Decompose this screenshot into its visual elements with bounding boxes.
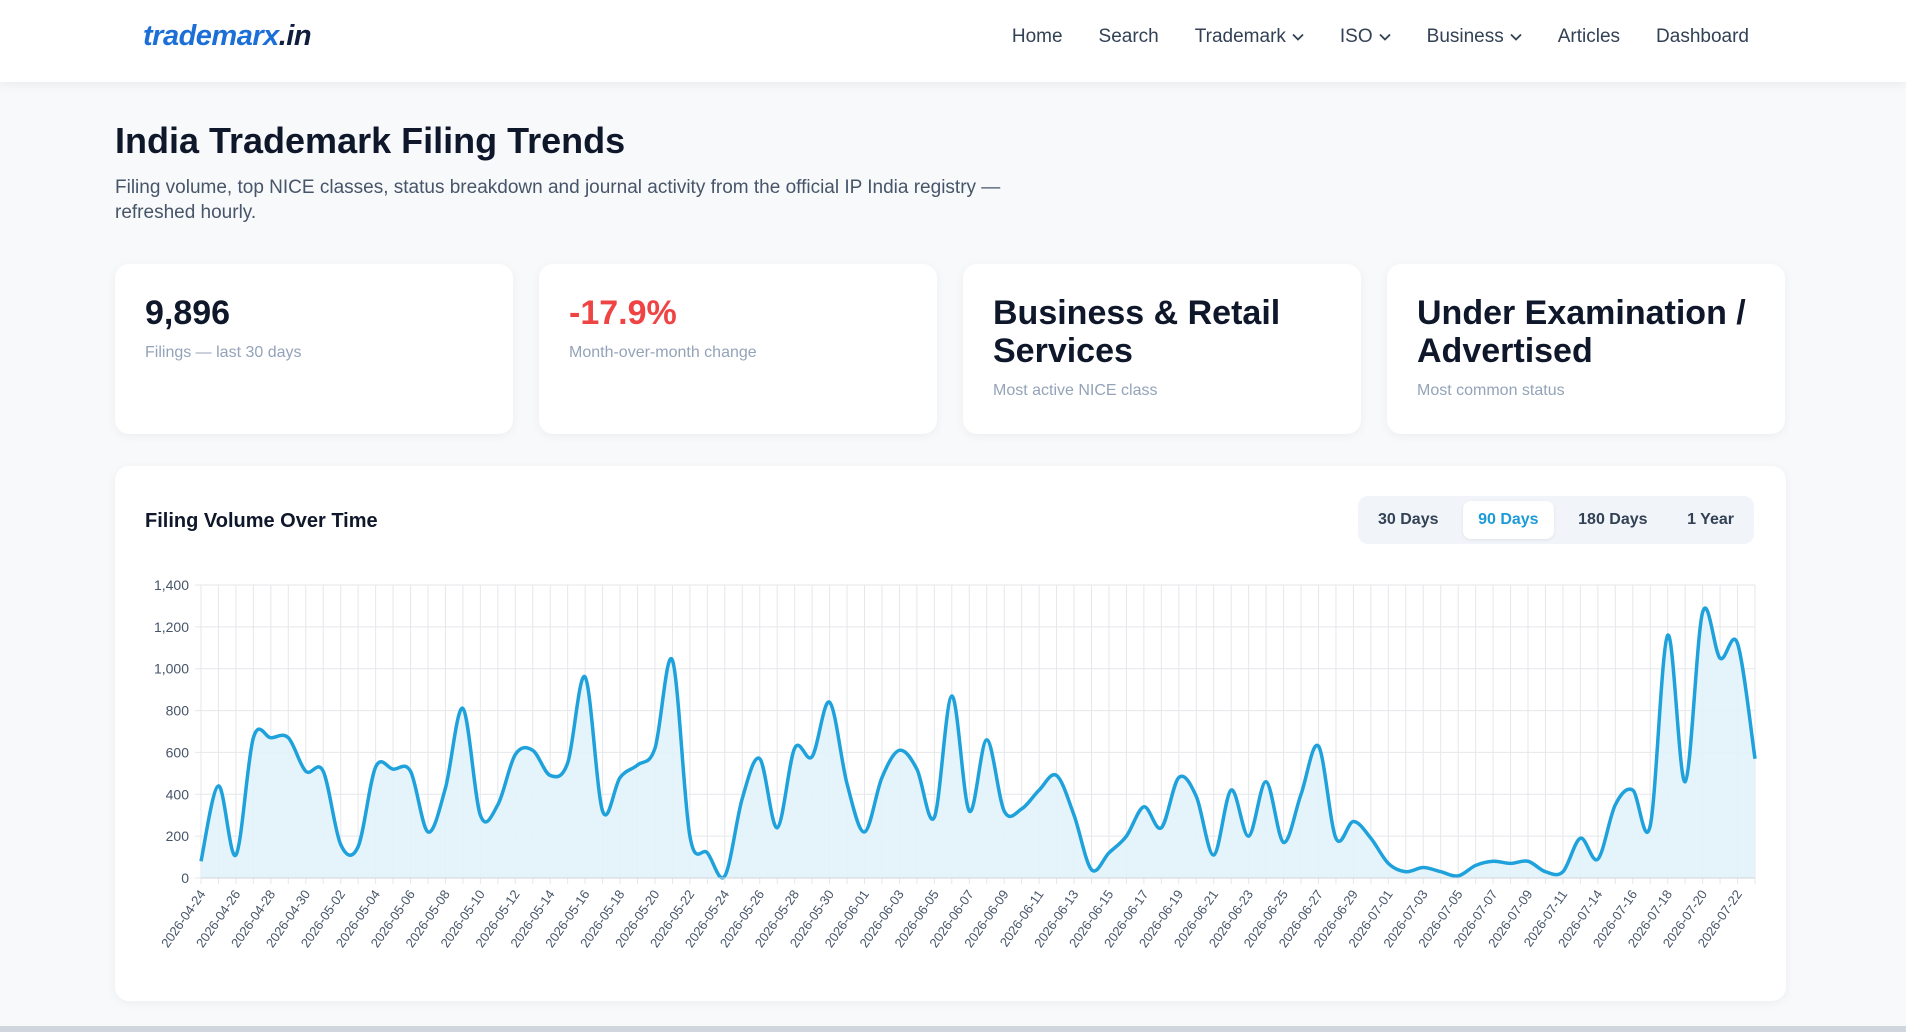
y-tick-label: 200 <box>166 828 190 844</box>
nav-search[interactable]: Search <box>1099 26 1159 48</box>
nav-articles[interactable]: Articles <box>1558 26 1620 48</box>
brand-name: trademarx <box>143 20 279 52</box>
nav-trademark[interactable]: Trademark <box>1195 26 1304 48</box>
brand-logo[interactable]: trademarx.in <box>143 20 312 53</box>
y-tick-label: 1,400 <box>154 577 189 593</box>
brand-domain: .in <box>278 20 312 52</box>
stat-value: Business & Retail Services <box>993 294 1281 370</box>
nav-iso-label: ISO <box>1339 26 1373 47</box>
nav-business-label: Business <box>1426 26 1504 47</box>
main-nav: Home Search Trademark ISO Business Artic… <box>1012 26 1749 48</box>
y-tick-label: 1,000 <box>154 661 189 677</box>
stat-card-filings: 9,896 Filings — last 30 days <box>115 264 513 434</box>
stat-label: Month-over-month change <box>569 344 757 361</box>
series-line <box>199 606 1757 880</box>
nav-search-label: Search <box>1098 26 1159 47</box>
stat-card-mom-change: -17.9% Month-over-month change <box>539 264 937 434</box>
y-tick-label: 400 <box>166 786 190 802</box>
page-subtitle: Filing volume, top NICE classes, status … <box>115 177 1001 223</box>
nav-articles-label: Articles <box>1557 26 1621 47</box>
chart-title: Filing Volume Over Time <box>145 510 378 532</box>
range-1-year-button[interactable]: 1 Year <box>1672 501 1749 539</box>
stat-value: 9,896 <box>145 294 231 332</box>
stat-value: Under Examination / Advertised <box>1417 294 1746 370</box>
chevron-down-icon <box>1510 33 1522 41</box>
top-navbar: trademarx.in Home Search Trademark ISO B… <box>0 0 1906 82</box>
filing-volume-chart-card: 0 200 400 600 800 1,000 1,200 1,400 2026-04-24 20… <box>115 466 1786 1001</box>
page-title: India Trademark Filing Trends <box>115 120 626 161</box>
chevron-down-icon <box>1379 33 1391 41</box>
y-tick-label: 600 <box>166 744 190 760</box>
y-tick-label: 1,200 <box>154 619 189 635</box>
nav-trademark-label: Trademark <box>1194 26 1286 47</box>
time-range-selector: 30 Days 90 Days 180 Days 1 Year <box>1358 496 1754 544</box>
nav-dashboard[interactable]: Dashboard <box>1656 26 1749 48</box>
stat-value: -17.9% <box>569 294 677 332</box>
range-30-days-button[interactable]: 30 Days <box>1363 501 1454 539</box>
stat-label: Most common status <box>1417 382 1565 399</box>
series-area-fill <box>201 608 1755 878</box>
range-90-days-button[interactable]: 90 Days <box>1463 501 1554 539</box>
chevron-down-icon <box>1292 33 1304 41</box>
nav-home-label: Home <box>1011 26 1063 47</box>
nav-dashboard-label: Dashboard <box>1656 26 1749 47</box>
stat-label: Filings — last 30 days <box>145 344 302 361</box>
nav-business[interactable]: Business <box>1427 26 1522 48</box>
stat-card-top-class: Business & Retail Services Most active N… <box>963 264 1361 434</box>
stat-card-top-status: Under Examination / Advertised Most comm… <box>1387 264 1785 434</box>
nav-home[interactable]: Home <box>1012 26 1063 48</box>
stat-label: Most active NICE class <box>993 382 1158 399</box>
window-bottom-edge <box>0 1026 1906 1032</box>
filing-volume-chart: 02004006008001,0001,2001,4002026-04-2420… <box>154 577 1757 950</box>
nav-iso[interactable]: ISO <box>1340 26 1391 48</box>
y-tick-label: 0 <box>181 870 189 886</box>
range-180-days-button[interactable]: 180 Days <box>1563 501 1662 539</box>
y-tick-label: 800 <box>166 703 190 719</box>
